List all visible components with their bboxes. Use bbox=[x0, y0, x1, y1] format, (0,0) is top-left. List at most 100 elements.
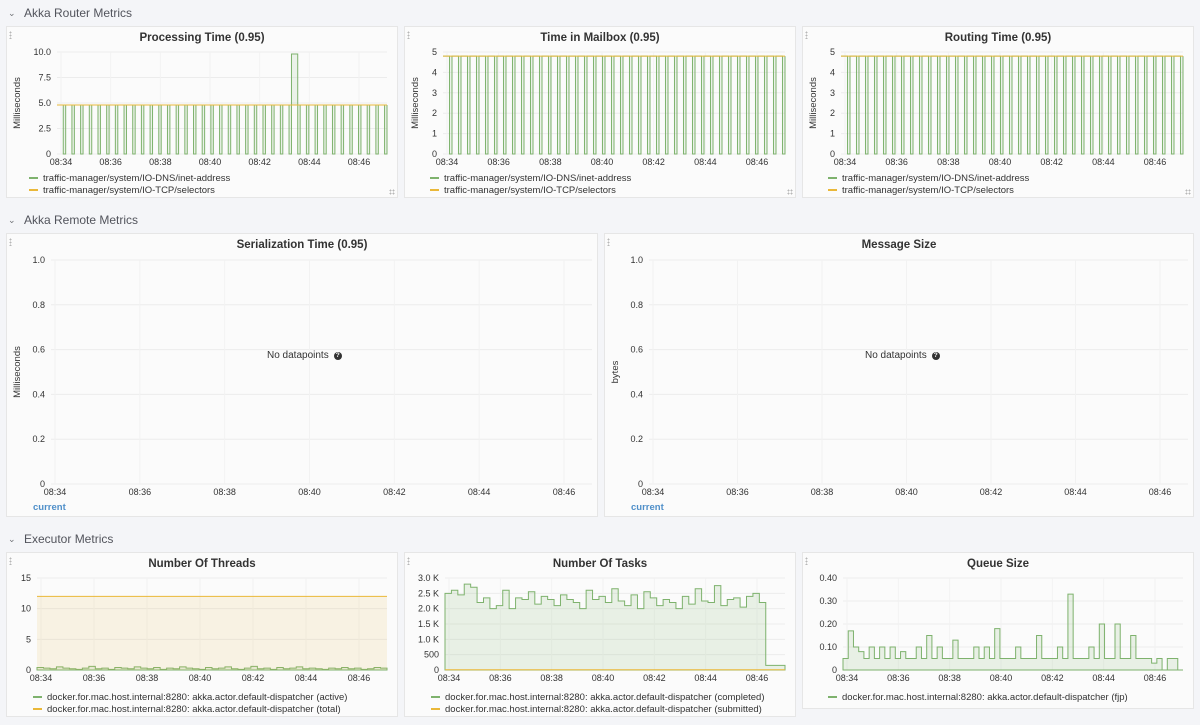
routing-time-chart: 0 1 2 3 4 5 08:34 08:36 08:38 08:40 08:42 08:44 08:4… bbox=[808, 47, 1184, 167]
row-header-router[interactable]: ⌄ Akka Router Metrics bbox=[8, 4, 132, 22]
series-line bbox=[443, 55, 786, 155]
panel-title[interactable]: Number Of Threads bbox=[148, 558, 256, 570]
legend: docker.for.mac.host.internal:8280: akka.… bbox=[431, 691, 764, 715]
resize-handle-icon[interactable] bbox=[1185, 189, 1191, 195]
panel-time-in-mailbox[interactable]: Time in Mailbox (0.95) 0 1 2 3 4 5 08:34 08:36 0… bbox=[404, 26, 796, 198]
y-tick-label: 0.6 bbox=[32, 345, 45, 355]
panel-queue-size[interactable]: Queue Size 0 0.10 0.20 0.30 0.40 08:34 08:36 08… bbox=[802, 552, 1194, 709]
y-tick-label: 0.6 bbox=[630, 345, 643, 355]
x-tick-label: 08:34 bbox=[50, 157, 73, 167]
x-tick-label: 08:46 bbox=[1149, 487, 1172, 497]
y-tick-label: 3 bbox=[830, 88, 835, 98]
drag-handle-icon[interactable] bbox=[805, 557, 808, 565]
drag-handle-icon[interactable] bbox=[9, 31, 12, 39]
panel-title[interactable]: Routing Time (0.95) bbox=[944, 32, 1052, 44]
y-axis-label: Milliseconds bbox=[410, 77, 421, 129]
y-tick-label: 0 bbox=[832, 665, 837, 675]
chevron-down-icon: ⌄ bbox=[8, 533, 16, 544]
drag-handle-icon[interactable] bbox=[407, 31, 410, 39]
x-tick-label: 08:40 bbox=[989, 157, 1012, 167]
panel-serialization-time[interactable]: Serialization Time (0.95) 0 0.2 0.4 0.6 0.8 1… bbox=[6, 233, 598, 517]
legend-swatch bbox=[828, 189, 837, 191]
x-tick-label: 08:36 bbox=[99, 157, 122, 167]
x-tick-label: 08:36 bbox=[885, 157, 908, 167]
y-axis-label: Milliseconds bbox=[12, 77, 23, 129]
y-axis-label: Milliseconds bbox=[12, 346, 23, 398]
y-tick-label: 4 bbox=[432, 67, 437, 77]
y-tick-label: 0.40 bbox=[819, 573, 837, 583]
legend-item[interactable]: traffic-manager/system/IO-TCP/selectors bbox=[828, 184, 1029, 196]
x-tick-label: 08:36 bbox=[83, 673, 106, 683]
legend-label: traffic-manager/system/IO-DNS/inet-addre… bbox=[43, 172, 231, 184]
legend-item[interactable]: traffic-manager/system/IO-TCP/selectors bbox=[29, 184, 230, 196]
x-tick-label: 08:40 bbox=[298, 487, 321, 497]
legend-swatch bbox=[431, 696, 440, 698]
drag-handle-icon[interactable] bbox=[407, 557, 410, 565]
panel-number-of-threads[interactable]: Number Of Threads 0 5 10 15 08:34 08:36 08:38 0… bbox=[6, 552, 398, 717]
x-tick-label: 08:44 bbox=[694, 673, 717, 683]
x-tick-label: 08:44 bbox=[1092, 673, 1115, 683]
x-tick-label: 08:44 bbox=[298, 157, 321, 167]
message-size-chart: 0 0.2 0.4 0.6 0.8 1.0 08:34 08:36 08:38 08:40 08:4… bbox=[610, 255, 1188, 497]
x-tick-label: 08:42 bbox=[643, 673, 666, 683]
x-tick-label: 08:38 bbox=[540, 673, 563, 683]
resize-handle-icon[interactable] bbox=[389, 189, 395, 195]
y-tick-label: 0 bbox=[40, 479, 45, 489]
panel-title[interactable]: Message Size bbox=[861, 239, 937, 251]
x-tick-label: 08:38 bbox=[149, 157, 172, 167]
panel-message-size[interactable]: Message Size 0 0.2 0.4 0.6 0.8 1.0 08:34 08:36 0… bbox=[604, 233, 1194, 517]
drag-handle-icon[interactable] bbox=[9, 238, 12, 246]
legend-swatch bbox=[430, 189, 439, 191]
row-header-remote[interactable]: ⌄ Akka Remote Metrics bbox=[8, 211, 138, 229]
panel-title[interactable]: Queue Size bbox=[967, 558, 1029, 570]
x-tick-label: 08:34 bbox=[436, 157, 459, 167]
panel-title[interactable]: Number Of Tasks bbox=[552, 558, 648, 570]
resize-handle-icon[interactable] bbox=[787, 189, 793, 195]
x-tick-label: 08:38 bbox=[811, 487, 834, 497]
x-tick-label: 08:40 bbox=[592, 673, 615, 683]
panel-number-of-tasks[interactable]: Number Of Tasks 0 500 1.0 K 1.5 K 2.0 K 2.5 K… bbox=[404, 552, 796, 717]
legend-item[interactable]: traffic-manager/system/IO-DNS/inet-addre… bbox=[828, 172, 1029, 184]
drag-handle-icon[interactable] bbox=[607, 238, 610, 246]
y-tick-label: 0.4 bbox=[32, 389, 45, 399]
legend-item[interactable]: traffic-manager/system/IO-TCP/selectors bbox=[430, 184, 631, 196]
legend-label: traffic-manager/system/IO-TCP/selectors bbox=[842, 184, 1014, 196]
legend-label: traffic-manager/system/IO-DNS/inet-addre… bbox=[842, 172, 1030, 184]
row-title: Executor Metrics bbox=[24, 532, 114, 546]
legend-label: docker.for.mac.host.internal:8280: akka.… bbox=[842, 691, 1128, 703]
x-tick-label: 08:34 bbox=[44, 487, 67, 497]
x-tick-label: 08:44 bbox=[468, 487, 491, 497]
legend-item[interactable]: docker.for.mac.host.internal:8280: akka.… bbox=[828, 691, 1128, 703]
panel-title[interactable]: Serialization Time (0.95) bbox=[236, 239, 368, 251]
legend-label: docker.for.mac.host.internal:8280: akka.… bbox=[47, 691, 348, 703]
question-circle-icon[interactable]: ? bbox=[333, 351, 342, 360]
panel-title[interactable]: Time in Mailbox (0.95) bbox=[540, 32, 660, 44]
drag-handle-icon[interactable] bbox=[9, 557, 12, 565]
x-tick-label: 08:36 bbox=[726, 487, 749, 497]
y-tick-label: 5 bbox=[26, 634, 31, 644]
x-tick-label: 08:46 bbox=[746, 157, 769, 167]
x-tick-label: 08:38 bbox=[938, 673, 961, 683]
y-tick-label: 10.0 bbox=[33, 47, 51, 57]
y-tick-label: 15 bbox=[21, 573, 31, 583]
legend-swatch bbox=[430, 177, 439, 179]
legend-item[interactable]: traffic-manager/system/IO-DNS/inet-addre… bbox=[430, 172, 631, 184]
panel-title[interactable]: Processing Time (0.95) bbox=[139, 32, 265, 44]
series-line bbox=[57, 53, 388, 155]
panel-processing-time[interactable]: Processing Time (0.95) 0 2.5 5.0 7.5 10.0 08:… bbox=[6, 26, 398, 198]
legend-item[interactable]: docker.for.mac.host.internal:8280: akka.… bbox=[33, 703, 347, 715]
y-tick-label: 2.5 bbox=[38, 124, 51, 134]
legend-item[interactable]: docker.for.mac.host.internal:8280: akka.… bbox=[431, 691, 764, 703]
legend-item[interactable]: docker.for.mac.host.internal:8280: akka.… bbox=[33, 691, 347, 703]
drag-handle-icon[interactable] bbox=[805, 31, 808, 39]
y-tick-label: 10 bbox=[21, 604, 31, 614]
legend-item[interactable]: traffic-manager/system/IO-DNS/inet-addre… bbox=[29, 172, 230, 184]
legend-item[interactable]: docker.for.mac.host.internal:8280: akka.… bbox=[431, 703, 764, 715]
legend-swatch bbox=[29, 189, 38, 191]
row-header-executor[interactable]: ⌄ Executor Metrics bbox=[8, 530, 113, 548]
question-circle-icon[interactable]: ? bbox=[931, 351, 940, 360]
y-tick-label: 3.0 K bbox=[418, 573, 439, 583]
x-tick-label: 08:36 bbox=[129, 487, 152, 497]
panel-routing-time[interactable]: Routing Time (0.95) 0 1 2 3 4 5 08:34 08:36 08:3… bbox=[802, 26, 1194, 198]
row-title: Akka Router Metrics bbox=[24, 6, 133, 20]
